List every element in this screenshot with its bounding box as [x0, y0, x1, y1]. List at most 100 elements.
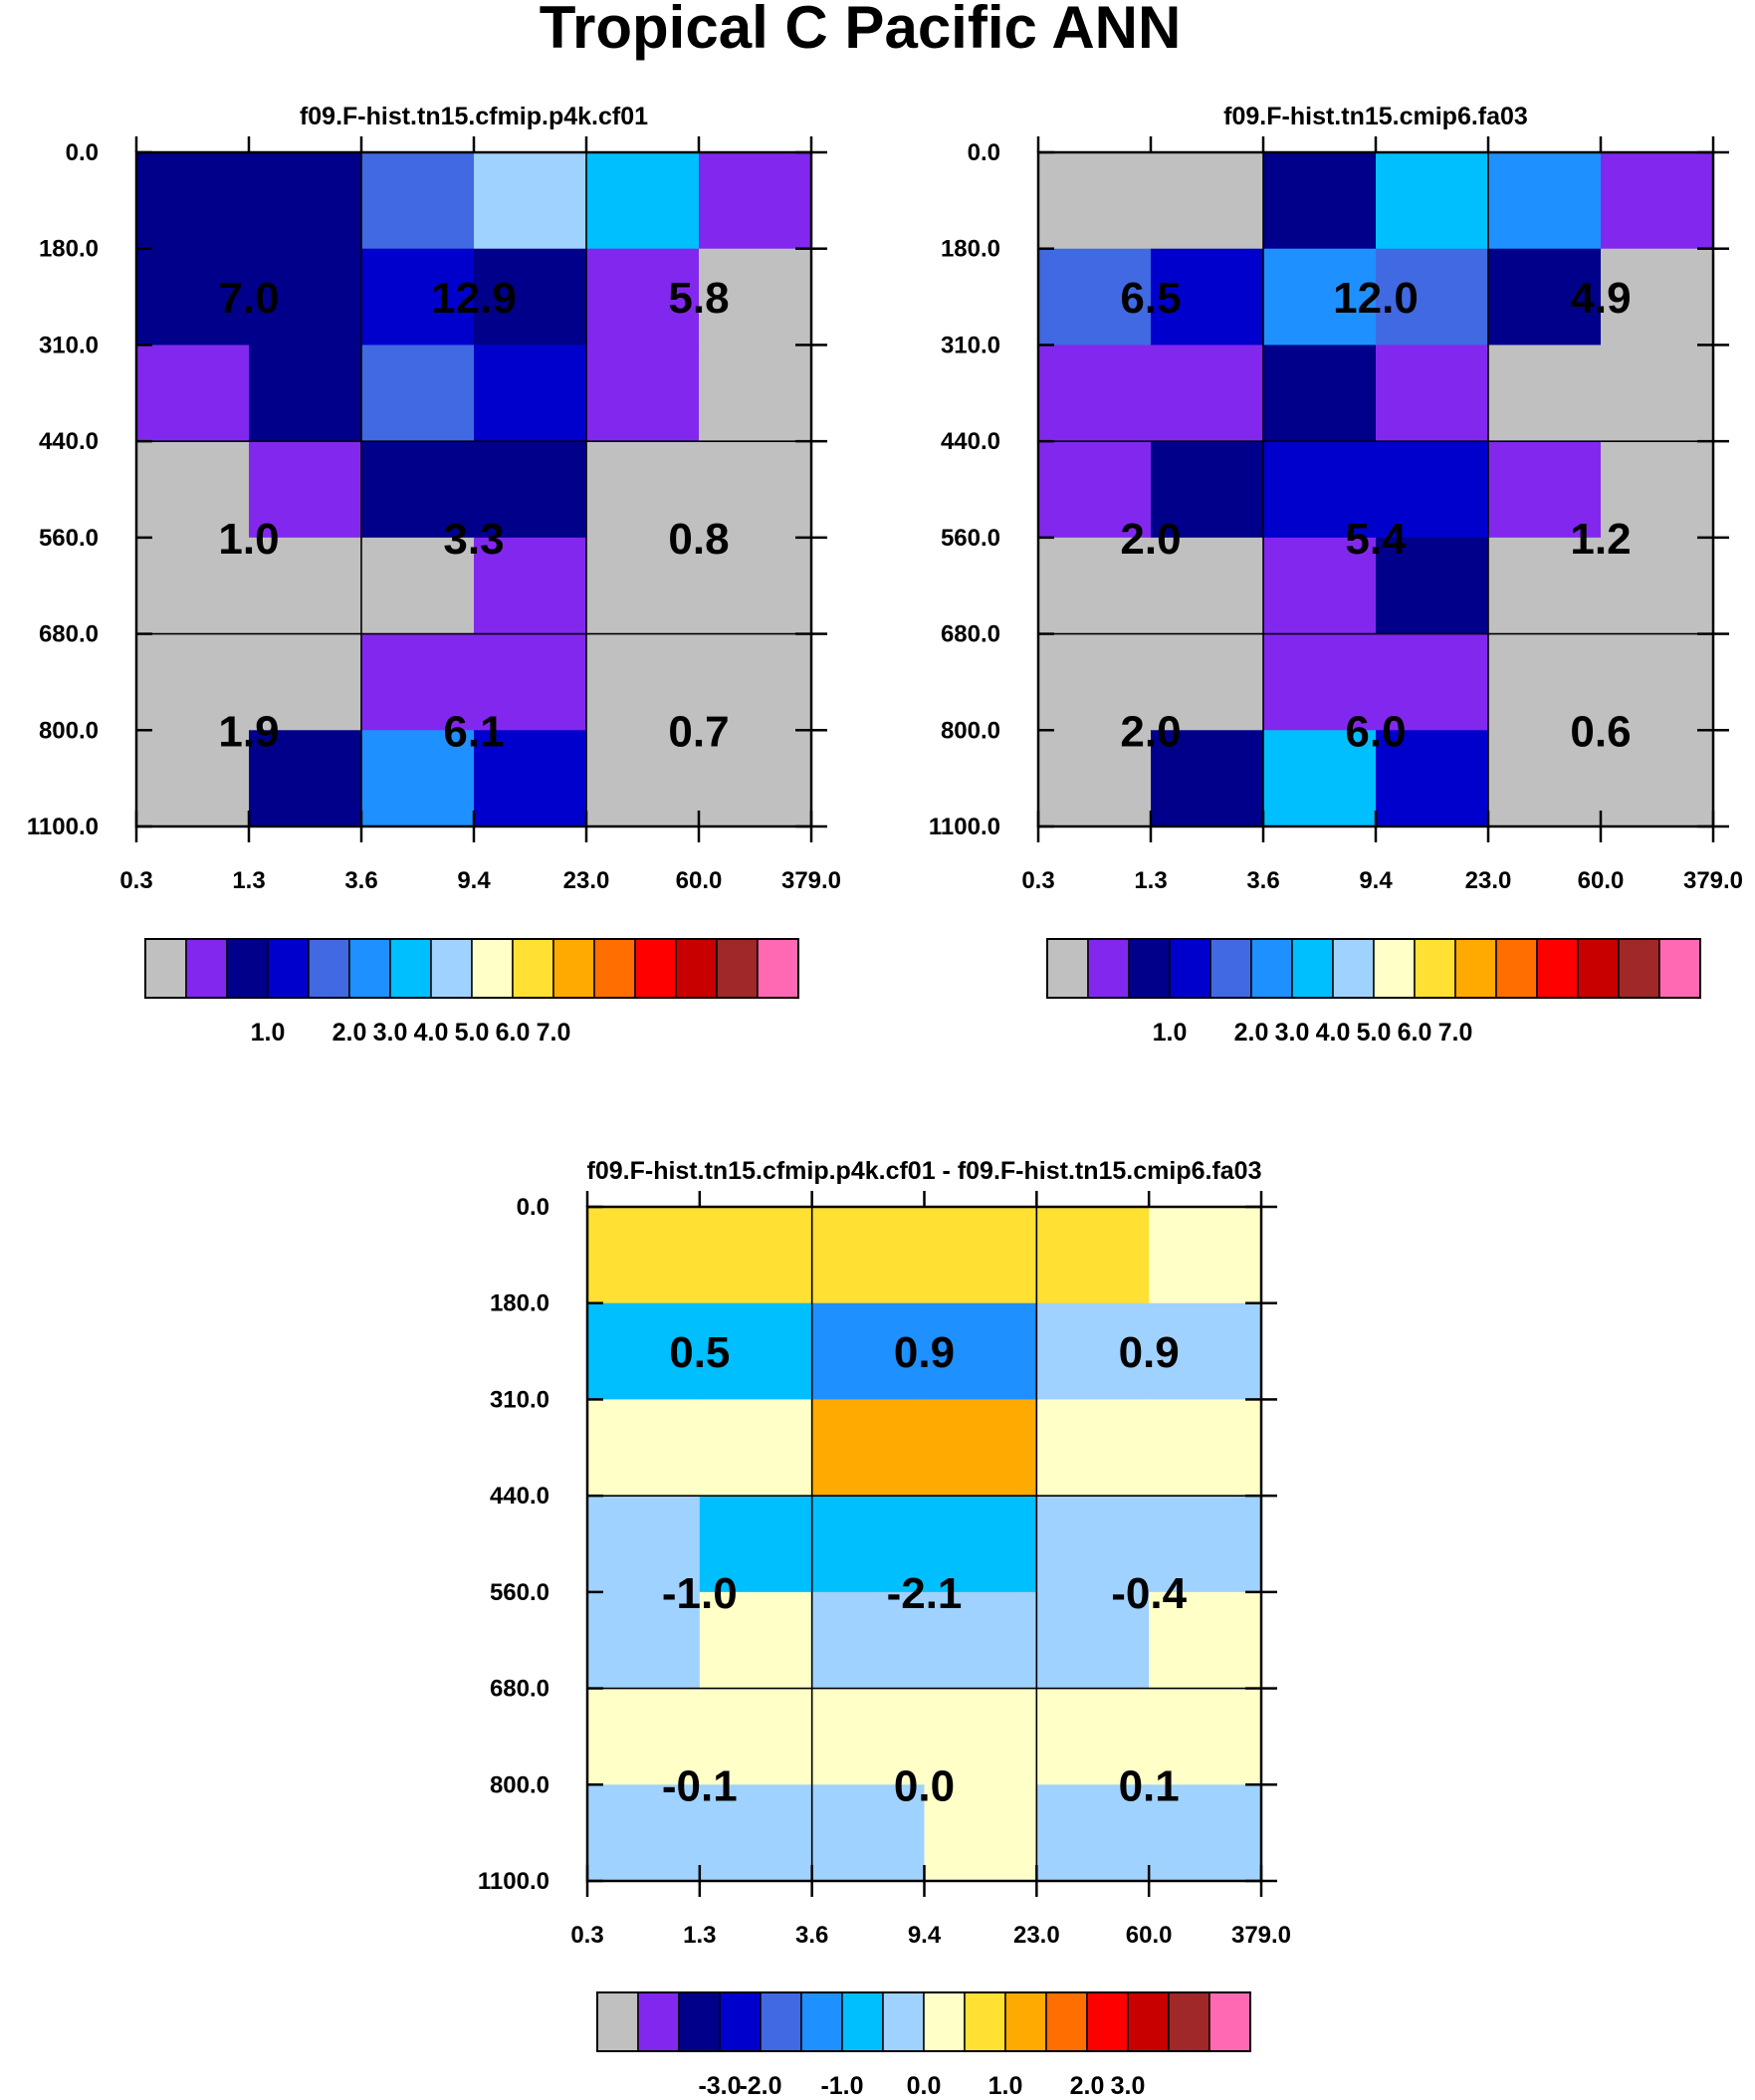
heatmap-cell	[1263, 345, 1377, 442]
colorbar-swatch	[678, 1991, 721, 2052]
heatmap-cell	[249, 345, 362, 442]
y-tick-label: 180.0	[39, 236, 99, 263]
heatmap-cell	[587, 1591, 701, 1690]
y-tick-label: 680.0	[941, 621, 1000, 648]
x-tick-label: 3.6	[1246, 867, 1279, 894]
heatmap-cell	[586, 730, 700, 827]
heatmap-cell	[587, 1207, 701, 1304]
heatmap-cell	[811, 1591, 926, 1690]
panel-title: f09.F-hist.tn15.cfmip.p4k.cf01 - f09.F-h…	[587, 1157, 1262, 1185]
heatmap-cell	[699, 441, 812, 539]
colorbar-swatch	[144, 938, 187, 999]
heatmap-cell	[249, 537, 362, 635]
colorbar-swatch	[637, 1991, 680, 2052]
y-tick-label: 680.0	[39, 621, 99, 648]
x-tick-label: 23.0	[1465, 867, 1512, 894]
block-value-label: 3.3	[443, 515, 504, 564]
colorbar: 1.0 2.0 3.0 4.0 5.0 6.0 7.0	[1046, 938, 1701, 1047]
block-value-label: 0.9	[894, 1328, 955, 1377]
colorbar-swatch	[1577, 938, 1620, 999]
y-tick-label: 1100.0	[929, 814, 1000, 840]
heatmap-cell	[1149, 1496, 1262, 1593]
heatmap-cell	[136, 441, 250, 539]
heatmap-cell	[1038, 441, 1152, 539]
panel-title: f09.F-hist.tn15.cmip6.fa03	[1223, 103, 1528, 130]
heatmap-cell	[1601, 730, 1714, 827]
heatmap-cell	[1376, 345, 1489, 442]
heatmap-cell	[699, 1784, 813, 1882]
colorbar-swatch	[634, 938, 677, 999]
heatmap-cell	[1149, 1784, 1262, 1882]
block-value-label: 2.0	[1120, 707, 1181, 756]
colorbar-swatch	[1208, 1991, 1251, 2052]
x-tick-label: 60.0	[1578, 867, 1625, 894]
heatmap-cell	[699, 633, 812, 731]
heatmap-cell	[699, 345, 812, 442]
heatmap-cell	[1601, 248, 1714, 347]
colorbar-label: 5.0	[1357, 1019, 1392, 1047]
heatmap-cell	[249, 248, 362, 347]
y-tick-label: 800.0	[39, 717, 99, 744]
heatmap-cell	[249, 152, 362, 250]
panels: f09.F-hist.tn15.cfmip.p4k.cf01 0.0 180.0 31…	[27, 103, 1743, 2100]
y-tick-label: 0.0	[66, 139, 99, 166]
colorbar-swatch	[1045, 1991, 1088, 2052]
block-value-label: -2.1	[887, 1569, 963, 1618]
heatmap-cell	[1151, 248, 1264, 347]
colorbar-label: 1.0	[988, 2072, 1023, 2100]
heatmap-cell	[1149, 1207, 1262, 1304]
block-value-label: 1.0	[218, 515, 279, 564]
heatmap-cell	[699, 152, 812, 250]
heatmap-cell	[1151, 441, 1264, 539]
heatmap-cell	[699, 1399, 813, 1497]
colorbar-label: 2.0	[332, 1019, 367, 1047]
block-value-label: 0.8	[668, 515, 729, 564]
x-tick-label: 1.3	[683, 1922, 716, 1949]
heatmap-cell	[1488, 345, 1602, 442]
y-tick-label: 440.0	[941, 428, 1000, 455]
heatmap-cell	[1038, 537, 1152, 635]
heatmap-cell	[1038, 730, 1152, 827]
x-tick-label: 3.6	[344, 867, 377, 894]
colorbar-swatch	[471, 938, 514, 999]
heatmap-cell	[474, 248, 587, 347]
heatmap-cell	[1036, 1784, 1150, 1882]
colorbar-swatch	[1291, 938, 1334, 999]
colorbar-label: -3.0	[698, 2072, 741, 2100]
block-value-label: 0.1	[1119, 1761, 1180, 1810]
heatmap-cell	[924, 1399, 1037, 1497]
heatmap-cell	[1036, 1207, 1150, 1304]
heatmap-cell	[1376, 248, 1489, 347]
heatmap-cell	[1488, 248, 1602, 347]
main-title: Tropical C Pacific ANN	[540, 0, 1182, 61]
heatmap-cell	[1488, 537, 1602, 635]
heatmap-cell	[1488, 633, 1602, 731]
colorbar-label: 4.0	[414, 1019, 449, 1047]
heatmap-cell	[1149, 1688, 1262, 1785]
heatmap-cell	[587, 1496, 701, 1593]
heatmap-cell	[361, 730, 475, 827]
heatmap-cell	[1263, 152, 1377, 250]
heatmap-cell	[249, 730, 362, 827]
block-value-label: 0.7	[668, 707, 729, 756]
heatmap-cell	[1036, 1688, 1150, 1785]
colorbar-label: 4.0	[1316, 1019, 1351, 1047]
heatmap-cell	[924, 1591, 1037, 1690]
heatmap-cell	[699, 1496, 813, 1593]
x-tick-label: 9.4	[908, 1922, 942, 1949]
x-tick-label: 9.4	[457, 867, 491, 894]
block-value-label: -0.4	[1111, 1569, 1187, 1618]
colorbar-swatch	[1332, 938, 1375, 999]
block-value-label: 6.5	[1120, 274, 1181, 323]
colorbar-label: 7.0	[1438, 1019, 1473, 1047]
colorbar-swatch	[841, 1991, 884, 2052]
y-tick-label: 440.0	[39, 428, 99, 455]
colorbar-swatch	[1454, 938, 1497, 999]
heatmap-cell	[587, 1399, 701, 1497]
heatmap-cell	[586, 345, 700, 442]
colorbar-label: -1.0	[820, 2072, 863, 2100]
colorbar-swatch	[800, 1991, 843, 2052]
panel-3: f09.F-hist.tn15.cfmip.p4k.cf01 - f09.F-h…	[478, 1157, 1291, 2100]
heatmap-cell	[1376, 537, 1489, 635]
x-tick-label: 23.0	[563, 867, 610, 894]
